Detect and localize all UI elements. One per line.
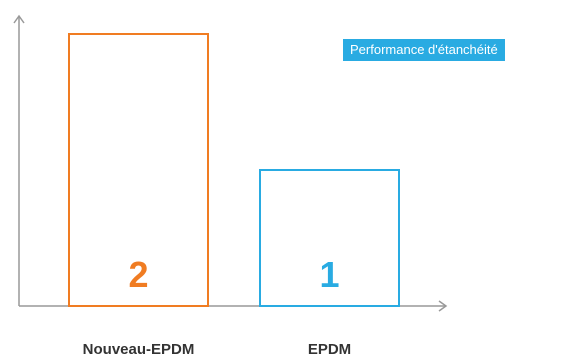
category-label-1: Nouveau-EPDM [82, 341, 195, 358]
data-label-1: 2 [128, 254, 148, 295]
bar-1 [68, 33, 209, 307]
y-axis-arrow-icon [13, 14, 25, 24]
data-label-2: 1 [319, 254, 339, 295]
category-label-2: EPDM [307, 341, 352, 358]
bar-2 [259, 169, 400, 307]
legend-badge: Performance d'étanchéité [343, 39, 505, 61]
x-axis-arrow-icon [438, 300, 448, 312]
